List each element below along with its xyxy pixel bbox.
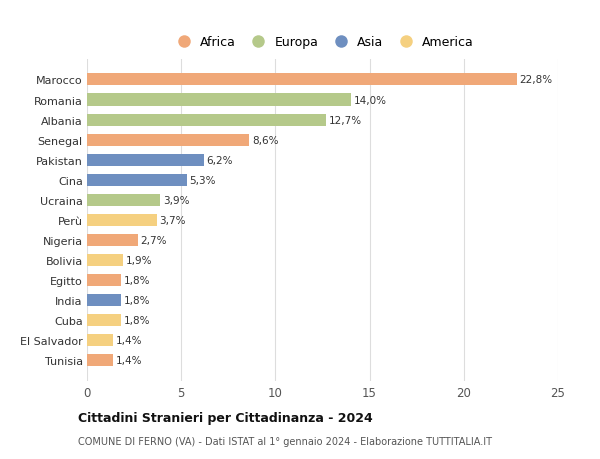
Bar: [87, 274, 121, 286]
Text: 22,8%: 22,8%: [520, 75, 553, 85]
Text: 2,7%: 2,7%: [140, 235, 167, 245]
Text: 1,8%: 1,8%: [124, 295, 150, 305]
Text: 1,4%: 1,4%: [116, 355, 143, 365]
Text: Cittadini Stranieri per Cittadinanza - 2024: Cittadini Stranieri per Cittadinanza - 2…: [78, 412, 373, 425]
Bar: [87, 294, 121, 306]
Bar: [87, 314, 121, 326]
Bar: [87, 334, 113, 347]
Legend: Africa, Europa, Asia, America: Africa, Europa, Asia, America: [169, 34, 476, 52]
Bar: [87, 194, 160, 206]
Bar: [87, 174, 187, 186]
Bar: [87, 254, 123, 266]
Text: 3,7%: 3,7%: [160, 215, 186, 225]
Bar: [87, 354, 113, 366]
Bar: [87, 214, 157, 226]
Bar: [87, 134, 249, 146]
Bar: [87, 154, 204, 166]
Text: 1,9%: 1,9%: [125, 255, 152, 265]
Bar: [87, 74, 517, 86]
Text: COMUNE DI FERNO (VA) - Dati ISTAT al 1° gennaio 2024 - Elaborazione TUTTITALIA.I: COMUNE DI FERNO (VA) - Dati ISTAT al 1° …: [78, 436, 492, 446]
Bar: [87, 114, 326, 126]
Text: 12,7%: 12,7%: [329, 115, 362, 125]
Text: 8,6%: 8,6%: [252, 135, 278, 146]
Text: 14,0%: 14,0%: [353, 95, 386, 105]
Text: 1,8%: 1,8%: [124, 275, 150, 285]
Text: 1,8%: 1,8%: [124, 315, 150, 325]
Text: 5,3%: 5,3%: [190, 175, 216, 185]
Bar: [87, 94, 351, 106]
Text: 3,9%: 3,9%: [163, 196, 190, 205]
Text: 1,4%: 1,4%: [116, 336, 143, 345]
Text: 6,2%: 6,2%: [206, 155, 233, 165]
Bar: [87, 235, 138, 246]
